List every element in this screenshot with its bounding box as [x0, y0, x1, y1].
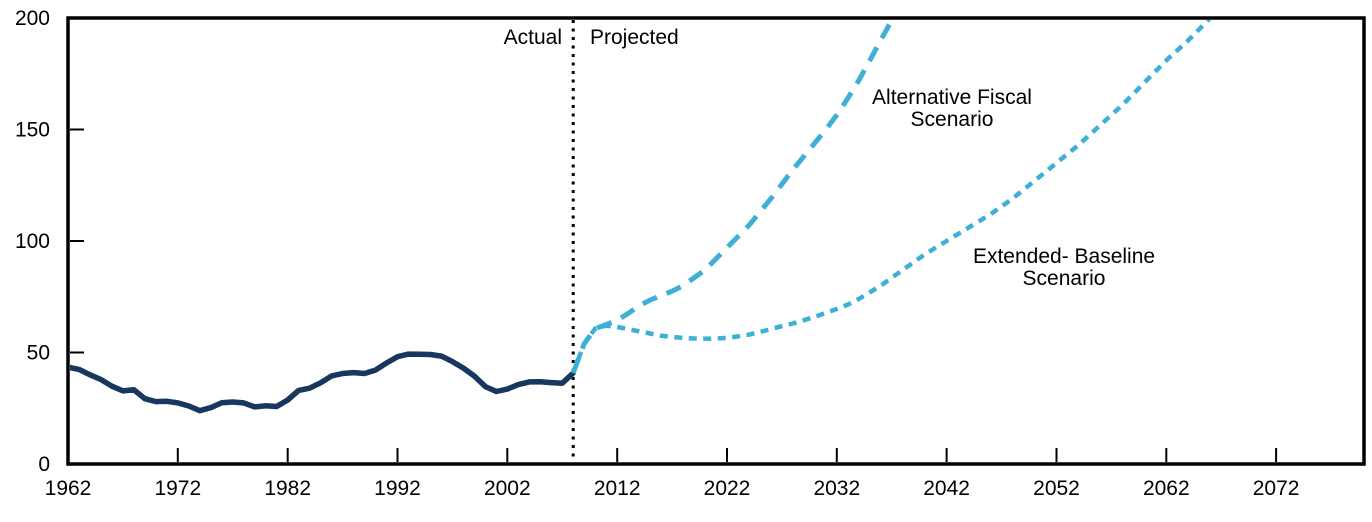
alternative-fiscal-scenario-label: Alternative Fiscal Scenario: [872, 86, 1032, 131]
alternative-fiscal-line: [570, 20, 895, 374]
x-tick-label: 2022: [704, 477, 751, 500]
x-tick-label: 2032: [813, 477, 860, 500]
x-tick-label: 2072: [1253, 477, 1300, 500]
y-tick-label: 100: [15, 230, 50, 253]
y-tick-label: 0: [38, 453, 50, 476]
x-tick-label: 2052: [1033, 477, 1080, 500]
actual-line: [70, 351, 576, 414]
extended-baseline-line: [571, 20, 1212, 374]
x-tick-label: 2042: [923, 477, 970, 500]
x-tick-label: 2002: [484, 477, 531, 500]
y-tick-label: 200: [15, 7, 50, 30]
x-tick-label: 1972: [154, 477, 201, 500]
extended-baseline-scenario-label: Extended- Baseline Scenario: [972, 245, 1156, 290]
projected-region-label: Projected: [590, 26, 679, 49]
axis-box: [66, 16, 1366, 466]
x-tick-label: 2062: [1143, 477, 1190, 500]
actual-region-label: Actual: [503, 26, 562, 49]
y-tick-label: 50: [27, 342, 50, 365]
y-tick-label: 150: [15, 119, 50, 142]
x-tick-label: 1962: [45, 477, 92, 500]
x-tick-label: 1982: [264, 477, 311, 500]
x-tick-label: 2012: [594, 477, 641, 500]
x-tick-label: 1992: [374, 477, 421, 500]
